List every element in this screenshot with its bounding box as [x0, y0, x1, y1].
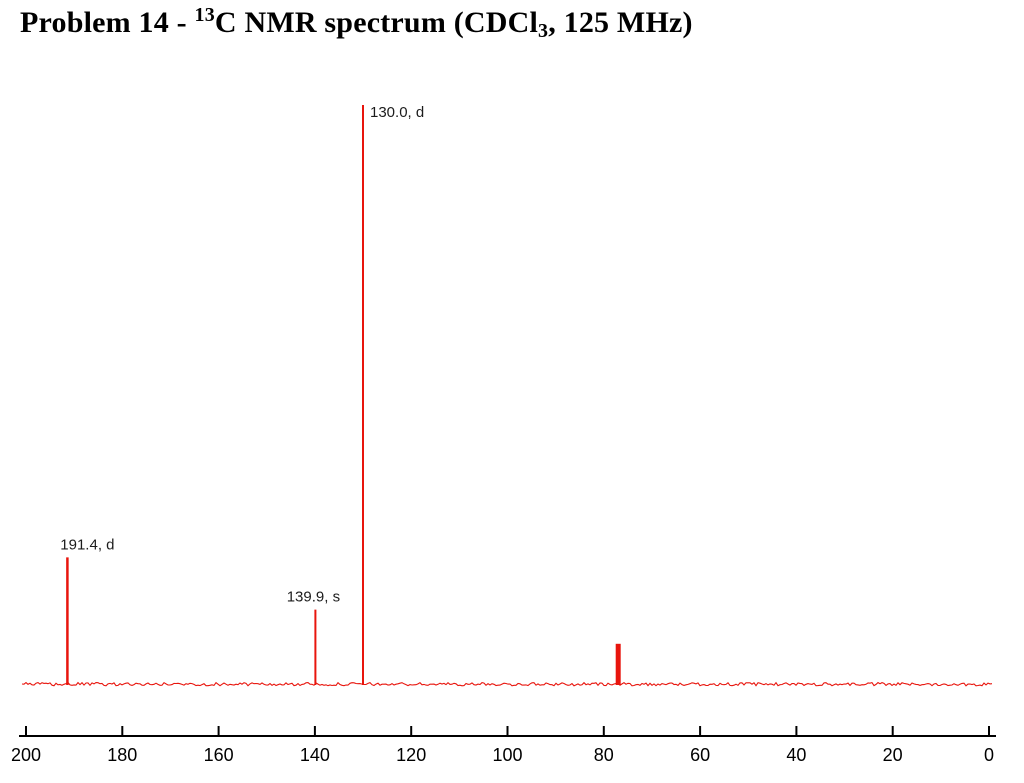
- peak-label-130: 130.0, d: [370, 104, 424, 121]
- x-axis-tick-label-20: 20: [883, 745, 903, 765]
- title-solvent-subscript: 3: [538, 20, 549, 42]
- peak-label-191.4: 191.4, d: [60, 536, 114, 553]
- x-axis-tick-label-200: 200: [11, 745, 41, 765]
- x-axis-tick-label-40: 40: [786, 745, 806, 765]
- x-axis-tick-label-0: 0: [984, 745, 994, 765]
- title-suffix: , 125 MHz): [548, 6, 693, 39]
- x-axis-tick-label-60: 60: [690, 745, 710, 765]
- x-axis-tick-label-80: 80: [594, 745, 614, 765]
- baseline-trace: [21, 681, 993, 687]
- title-isotope-superscript: 13: [194, 4, 215, 26]
- x-axis-tick-label-140: 140: [300, 745, 330, 765]
- title-prefix: Problem 14 -: [20, 6, 195, 39]
- x-axis-tick-label-100: 100: [492, 745, 522, 765]
- x-axis-tick-label-120: 120: [396, 745, 426, 765]
- title-mid: C NMR spectrum (CDCl: [214, 6, 539, 39]
- x-axis-tick-label-180: 180: [107, 745, 137, 765]
- page-title: Problem 14 - 13C NMR spectrum (CDCl3, 12…: [20, 4, 693, 42]
- x-axis-tick-label-160: 160: [204, 745, 234, 765]
- peak-label-139.9: 139.9, s: [287, 589, 340, 606]
